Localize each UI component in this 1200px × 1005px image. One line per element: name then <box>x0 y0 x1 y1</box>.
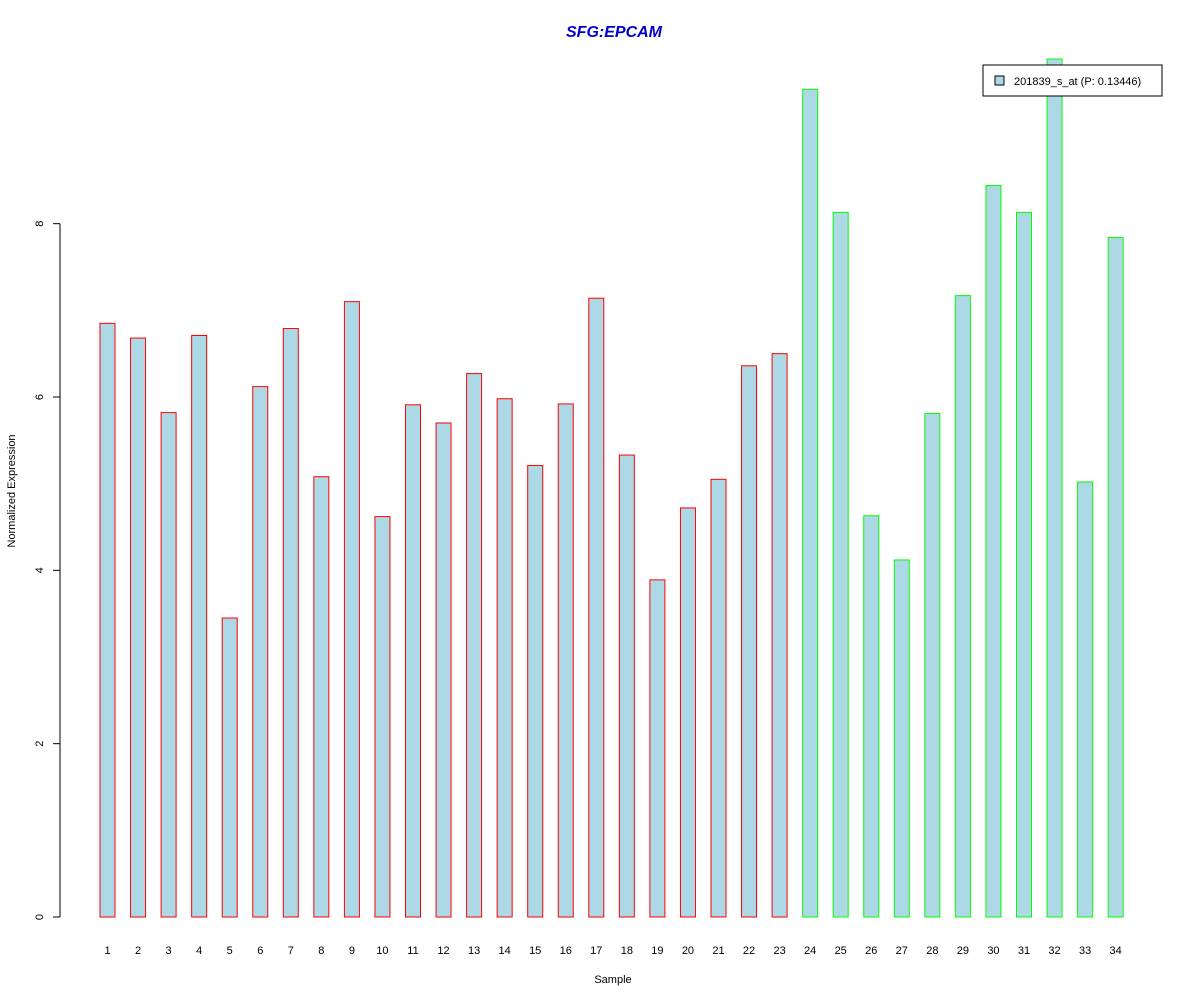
bar-sample-24 <box>802 88 819 918</box>
bar-sample-19 <box>649 579 666 918</box>
bar-sample-30 <box>985 185 1002 918</box>
y-axis-label: Normalized Expression <box>6 434 18 547</box>
bar-sample-31 <box>1016 211 1032 918</box>
x-tick-label: 24 <box>804 945 816 957</box>
legend: 201839_s_at (P: 0.13446) <box>982 64 1163 97</box>
x-tick-label: 2 <box>135 945 141 957</box>
bar-sample-15 <box>527 464 544 918</box>
x-tick-label: 13 <box>468 945 480 957</box>
bar-sample-8 <box>313 476 330 918</box>
bar-sample-28 <box>924 412 941 918</box>
x-tick-label: 14 <box>499 945 511 957</box>
x-tick-label: 1 <box>104 945 110 957</box>
bar-sample-3 <box>160 412 177 918</box>
legend-swatch <box>994 75 1005 86</box>
y-tick-label: 2 <box>34 741 46 747</box>
y-tick-label: 4 <box>34 567 46 573</box>
bar-sample-20 <box>679 507 696 918</box>
bar-sample-5 <box>221 617 238 918</box>
x-tick-label: 16 <box>560 945 572 957</box>
y-axis: 0 2 4 6 8 <box>34 221 61 920</box>
bar-sample-6 <box>252 386 269 918</box>
x-tick-label: 3 <box>166 945 172 957</box>
x-tick-label: 22 <box>743 945 755 957</box>
bar-sample-29 <box>954 295 971 918</box>
x-tick-label: 18 <box>621 945 633 957</box>
x-tick-label: 12 <box>437 945 449 957</box>
legend-box <box>982 64 1163 97</box>
bar-sample-21 <box>710 478 727 918</box>
x-tick-label: 15 <box>529 945 541 957</box>
x-tick-label: 4 <box>196 945 202 957</box>
x-tick-label: 5 <box>227 945 233 957</box>
bars-layer <box>99 58 1124 918</box>
bar-sample-17 <box>588 297 605 918</box>
bar-sample-33 <box>1077 481 1094 918</box>
bar-sample-16 <box>557 403 574 918</box>
bar-sample-2 <box>130 337 147 918</box>
x-tick-label: 34 <box>1110 945 1122 957</box>
bar-sample-13 <box>466 373 483 918</box>
bar-sample-1 <box>99 322 116 918</box>
x-tick-label: 31 <box>1018 945 1030 957</box>
x-tick-label: 28 <box>926 945 938 957</box>
x-tick-label: 29 <box>957 945 969 957</box>
bar-sample-25 <box>832 211 849 918</box>
bar-sample-9 <box>343 301 360 918</box>
bar-sample-7 <box>282 328 299 918</box>
x-tick-label: 8 <box>318 945 324 957</box>
x-tick-label: 21 <box>712 945 724 957</box>
x-tick-label: 20 <box>682 945 694 957</box>
bar-sample-26 <box>863 515 880 918</box>
x-tick-label: 9 <box>349 945 355 957</box>
x-axis-label: Sample <box>594 974 631 986</box>
chart-title: SFG:EPCAM <box>566 24 663 41</box>
x-tick-label: 6 <box>257 945 263 957</box>
bar-sample-4 <box>191 334 208 918</box>
x-tick-label: 10 <box>376 945 388 957</box>
x-tick-label: 26 <box>865 945 877 957</box>
x-tick-labels: 1 2 3 4 5 6 7 8 9 10 11 12 13 14 15 16 17 18 19 20 21 22 23 24 2… <box>104 945 1121 957</box>
x-tick-label: 27 <box>896 945 908 957</box>
x-tick-label: 33 <box>1079 945 1091 957</box>
x-tick-label: 25 <box>835 945 847 957</box>
bar-sample-10 <box>374 516 391 918</box>
y-tick-label: 6 <box>34 394 46 400</box>
bar-sample-14 <box>496 398 513 918</box>
x-tick-label: 17 <box>590 945 602 957</box>
x-tick-label: 11 <box>407 945 418 957</box>
x-tick-label: 30 <box>987 945 999 957</box>
x-tick-label: 7 <box>288 945 294 957</box>
y-tick-label: 0 <box>34 914 46 920</box>
bar-sample-11 <box>405 404 421 918</box>
bar-sample-27 <box>893 559 910 918</box>
x-tick-label: 19 <box>651 945 663 957</box>
bar-sample-34 <box>1107 237 1124 918</box>
x-tick-label: 32 <box>1048 945 1060 957</box>
legend-label: 201839_s_at (P: 0.13446) <box>1014 76 1141 88</box>
bar-sample-32 <box>1046 58 1063 918</box>
y-tick-label: 8 <box>34 221 46 227</box>
bar-sample-18 <box>618 454 635 918</box>
bar-sample-23 <box>771 353 788 918</box>
x-tick-label: 23 <box>773 945 785 957</box>
bar-sample-22 <box>741 365 758 918</box>
bar-sample-12 <box>435 422 452 918</box>
